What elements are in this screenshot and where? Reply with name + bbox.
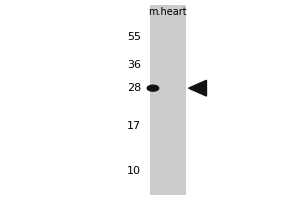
Ellipse shape [147,85,159,91]
Text: m.heart: m.heart [148,7,187,17]
Polygon shape [189,80,206,96]
Text: 28: 28 [127,83,141,93]
FancyBboxPatch shape [150,5,186,195]
Text: 10: 10 [127,166,141,176]
Text: 36: 36 [127,60,141,70]
Text: 55: 55 [127,32,141,42]
Text: 17: 17 [127,121,141,131]
